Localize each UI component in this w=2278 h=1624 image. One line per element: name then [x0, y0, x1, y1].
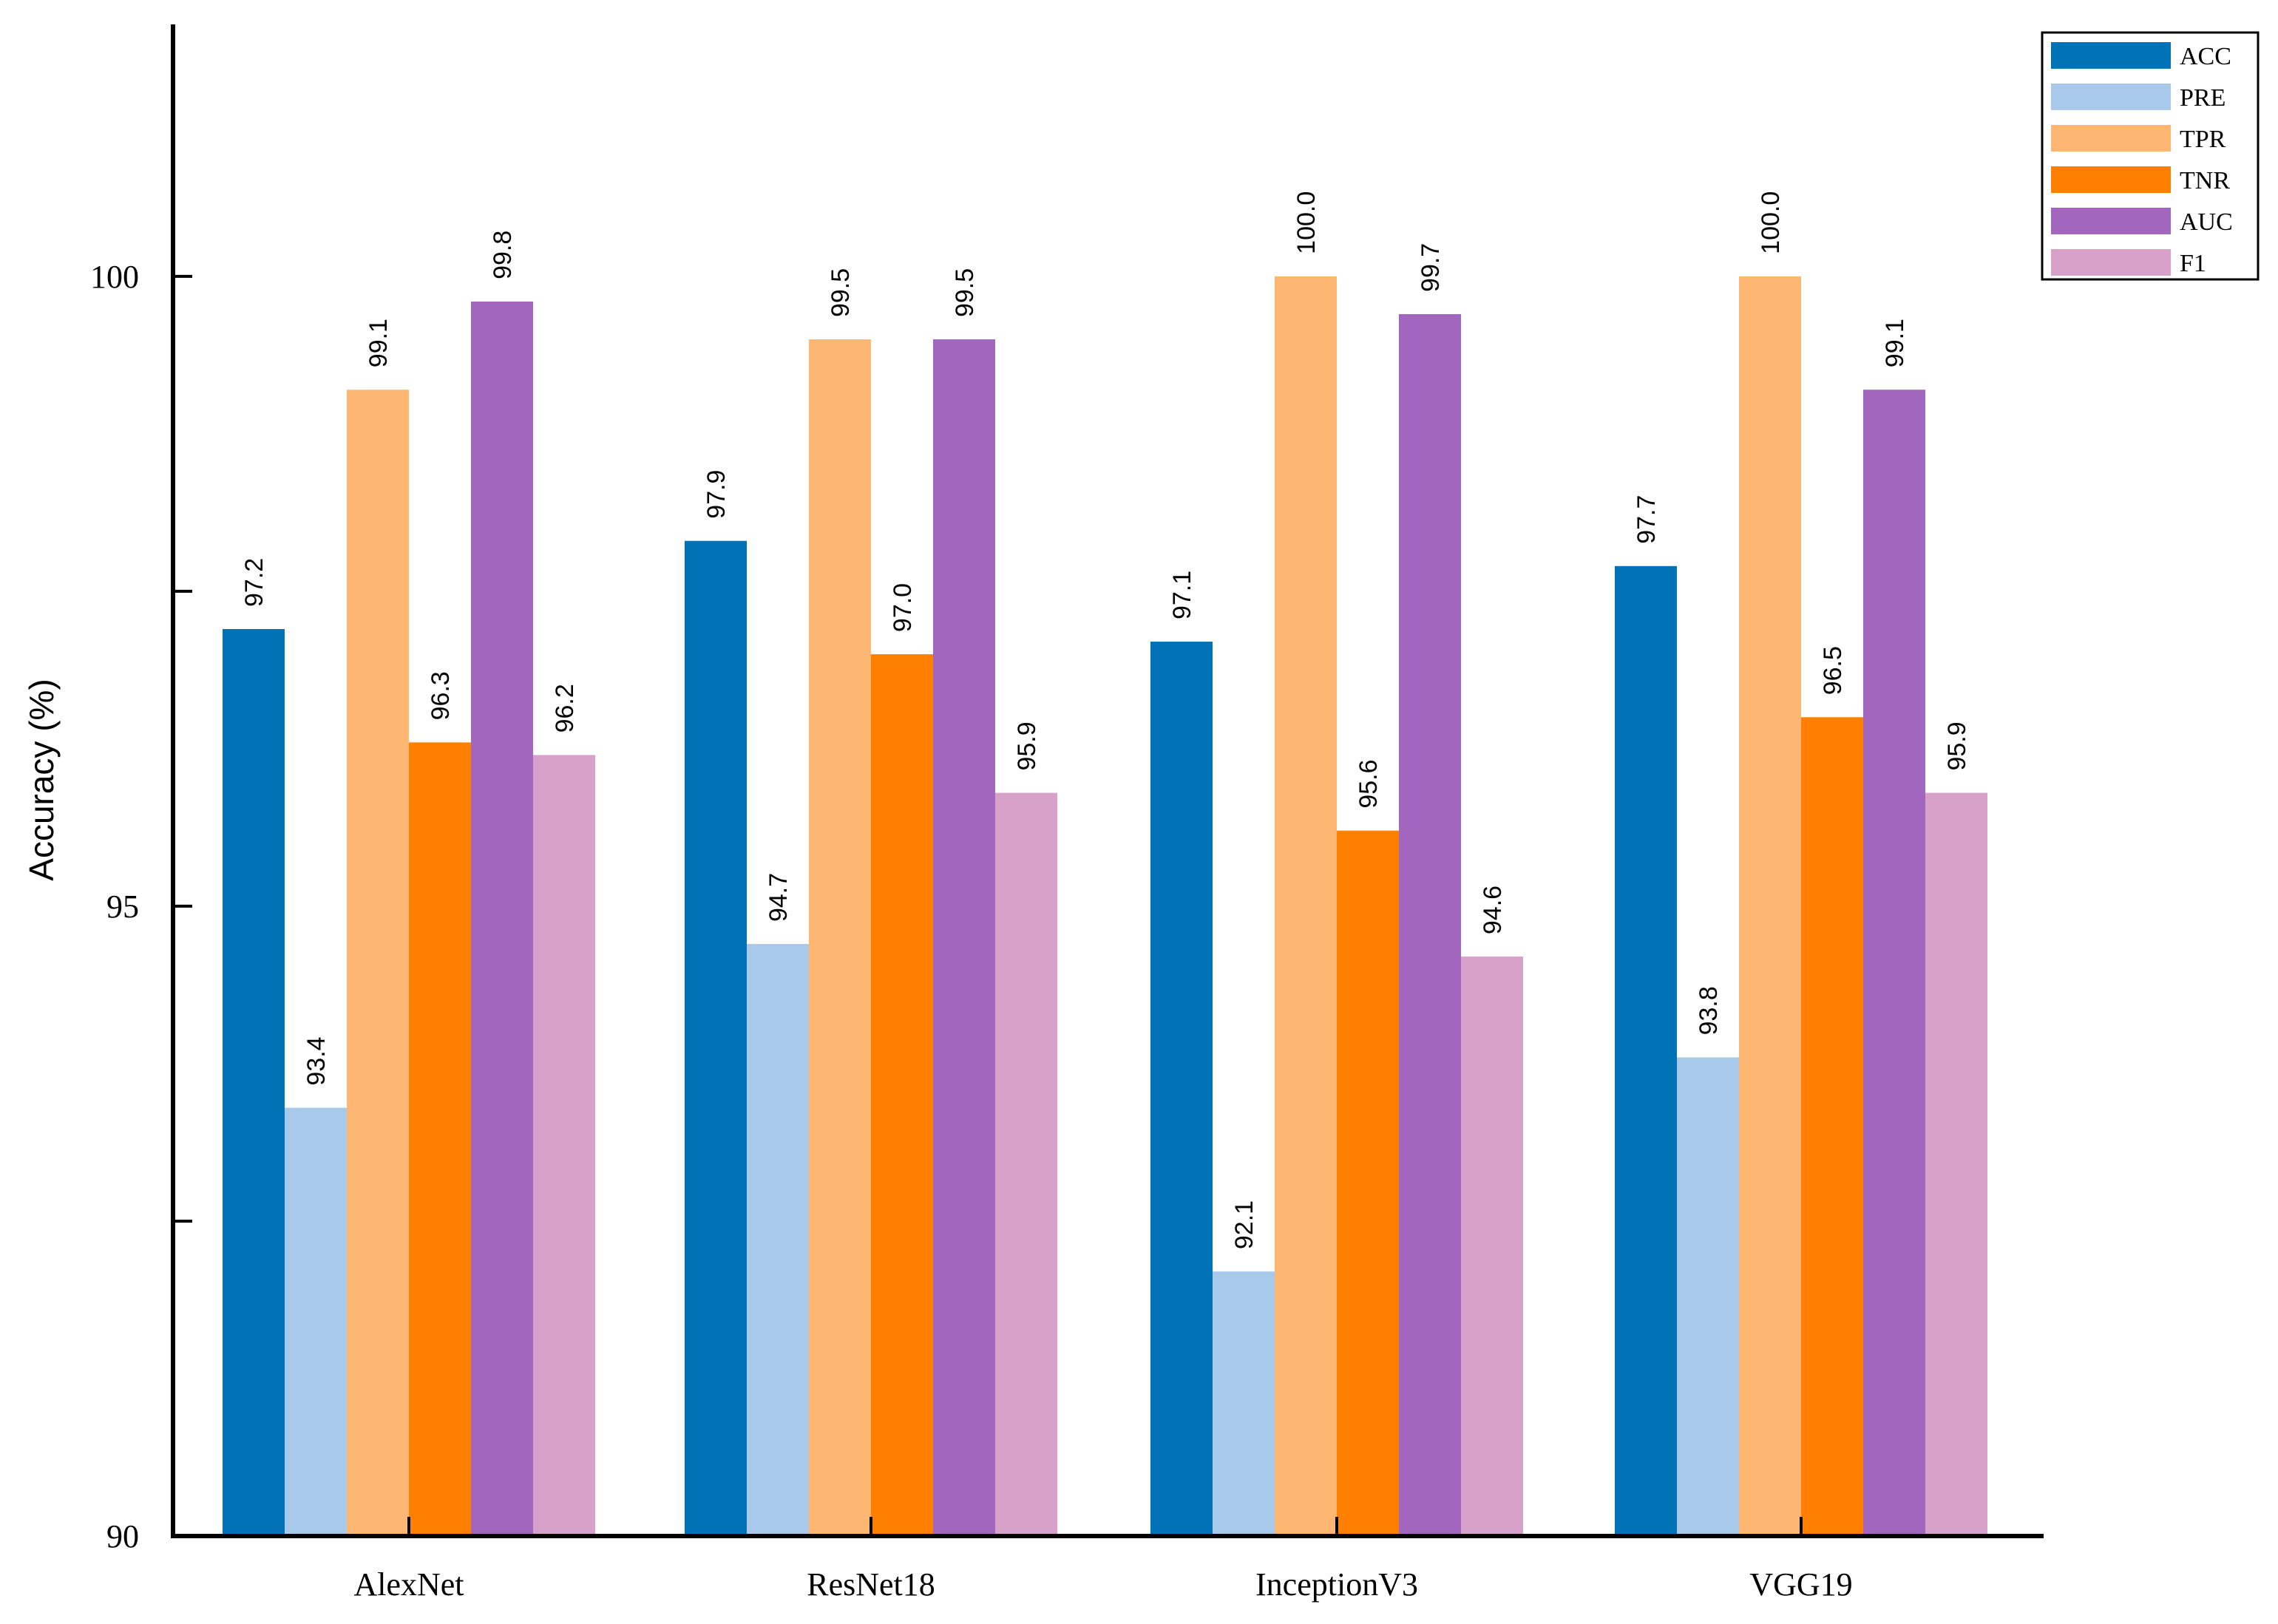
- bar-vgg19-f1: [1925, 792, 1987, 1536]
- data-label-vgg19-tnr: 96.5: [1819, 646, 1847, 695]
- y-tick-label-95: 95: [106, 889, 139, 925]
- legend-label-acc: ACC: [2180, 43, 2231, 70]
- legend-box: [2041, 31, 2260, 281]
- data-label-alexnet-tnr: 96.3: [427, 671, 455, 720]
- legend-swatch-auc: [2051, 208, 2171, 234]
- bar-inceptionv3-acc: [1150, 642, 1213, 1536]
- bar-inceptionv3-tpr: [1275, 276, 1337, 1536]
- legend-label-tpr: TPR: [2180, 126, 2226, 153]
- x-tick-label-vgg19: VGG19: [1749, 1566, 1852, 1603]
- data-label-vgg19-tpr: 100.0: [1757, 191, 1785, 254]
- bar-inceptionv3-tnr: [1337, 830, 1399, 1536]
- data-label-alexnet-f1: 96.2: [551, 684, 579, 733]
- data-label-resnet18-tpr: 99.5: [827, 268, 855, 317]
- data-label-alexnet-acc: 97.2: [240, 558, 268, 607]
- bars-layer: [223, 276, 1987, 1537]
- bar-vgg19-tnr: [1801, 717, 1863, 1536]
- bar-resnet18-f1: [995, 792, 1057, 1536]
- bar-alexnet-tpr: [347, 390, 409, 1537]
- legend-swatch-f1: [2051, 249, 2171, 276]
- legend-swatch-tnr: [2051, 166, 2171, 193]
- y-tick-label-90: 90: [106, 1518, 139, 1555]
- legend-label-f1: F1: [2180, 250, 2206, 277]
- bar-resnet18-tpr: [809, 339, 871, 1537]
- legend-label-pre: PRE: [2180, 84, 2226, 112]
- bar-resnet18-acc: [685, 540, 747, 1537]
- x-tick-label-resnet18: ResNet18: [807, 1566, 935, 1603]
- bar-resnet18-tnr: [871, 654, 933, 1537]
- bar-vgg19-tpr: [1739, 276, 1801, 1536]
- bar-resnet18-pre: [747, 944, 809, 1536]
- data-label-inceptionv3-tpr: 100.0: [1292, 191, 1321, 254]
- bar-resnet18-auc: [933, 339, 995, 1537]
- legend-label-tnr: TNR: [2180, 167, 2230, 194]
- bar-alexnet-acc: [223, 629, 285, 1536]
- x-tick-label-inceptionv3: InceptionV3: [1255, 1566, 1418, 1603]
- bar-vgg19-pre: [1677, 1057, 1739, 1536]
- bar-alexnet-tnr: [409, 742, 471, 1536]
- data-label-alexnet-pre: 93.4: [302, 1036, 330, 1085]
- data-label-vgg19-f1: 95.9: [1943, 721, 1971, 770]
- legend-swatch-pre: [2051, 84, 2171, 110]
- bar-alexnet-pre: [285, 1107, 347, 1536]
- bar-alexnet-f1: [533, 755, 595, 1536]
- bar-inceptionv3-f1: [1461, 957, 1523, 1536]
- data-labels-layer: 97.2 93.4 99.1 96.3 99.8 96.2 97.9 94.7 99.5 97.0…: [240, 191, 1971, 1249]
- data-label-inceptionv3-tnr: 95.6: [1355, 759, 1383, 808]
- data-label-vgg19-acc: 97.7: [1633, 495, 1661, 544]
- data-label-vgg19-auc: 99.1: [1881, 319, 1909, 367]
- bar-inceptionv3-pre: [1213, 1271, 1275, 1536]
- bar-vgg19-auc: [1863, 390, 1925, 1537]
- data-label-resnet18-pre: 94.7: [765, 873, 793, 922]
- data-label-inceptionv3-auc: 99.7: [1417, 243, 1445, 292]
- legend: ACC PRE TPR TNR AUC F1: [2041, 31, 2260, 281]
- data-label-resnet18-f1: 95.9: [1013, 721, 1041, 770]
- legend-swatch-acc: [2051, 42, 2171, 69]
- data-label-resnet18-tnr: 97.0: [889, 583, 917, 632]
- legend-swatch-tpr: [2051, 125, 2171, 152]
- data-label-inceptionv3-acc: 97.1: [1168, 571, 1196, 619]
- data-label-inceptionv3-pre: 92.1: [1230, 1200, 1258, 1249]
- data-label-inceptionv3-f1: 94.6: [1479, 886, 1507, 934]
- bar-inceptionv3-auc: [1399, 313, 1461, 1536]
- ticks-layer: AlexNet ResNet18 InceptionV3 VGG19 90 95 100: [90, 259, 1853, 1603]
- data-label-alexnet-auc: 99.8: [489, 231, 517, 279]
- data-label-alexnet-tpr: 99.1: [365, 319, 393, 367]
- data-label-vgg19-pre: 93.8: [1695, 986, 1723, 1035]
- legend-label-auc: AUC: [2180, 208, 2233, 236]
- data-label-resnet18-auc: 99.5: [951, 268, 979, 317]
- x-tick-label-alexnet: AlexNet: [353, 1566, 464, 1603]
- y-axis-title: Accuracy (%): [22, 679, 61, 880]
- y-tick-label-100: 100: [90, 259, 139, 295]
- bar-vgg19-acc: [1615, 565, 1677, 1536]
- data-label-resnet18-acc: 97.9: [702, 470, 730, 519]
- bar-alexnet-auc: [471, 301, 533, 1537]
